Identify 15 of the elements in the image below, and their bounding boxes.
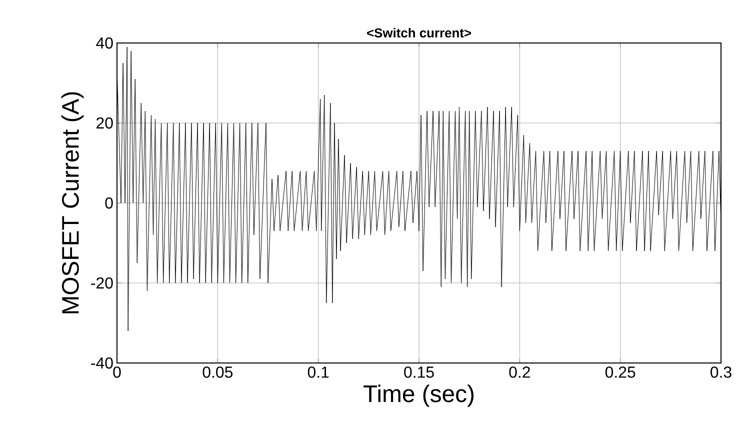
y-tick-label: 40 [96, 37, 113, 49]
x-tick-label: 0.15 [404, 366, 434, 378]
y-tick-label: 0 [105, 197, 113, 209]
x-tick-label: 0.3 [710, 366, 732, 378]
y-axis-title: MOSFET Current (A) [61, 92, 84, 314]
y-tick-label: 20 [96, 117, 113, 129]
x-tick-label: 0 [113, 366, 121, 378]
x-axis-title: Time (sec) [364, 384, 474, 407]
y-tick-label: -20 [91, 277, 113, 289]
chart-title: <Switch current> [367, 28, 472, 38]
x-tick-label: 0.05 [202, 366, 232, 378]
x-tick-label: 0.2 [509, 366, 530, 378]
x-tick-label: 0.1 [308, 366, 329, 378]
y-tick-label: -40 [91, 357, 113, 369]
x-tick-label: 0.25 [605, 366, 636, 378]
